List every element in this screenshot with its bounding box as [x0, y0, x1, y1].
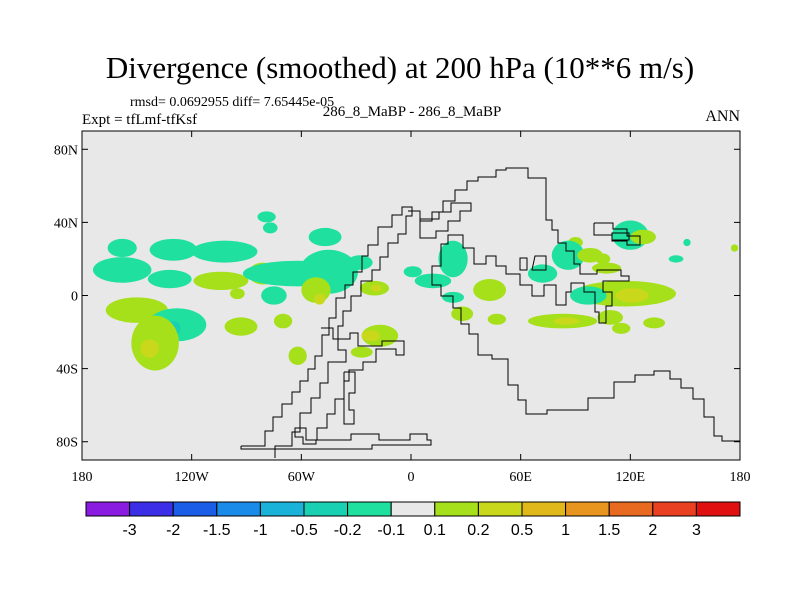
colorbar-swatch	[303, 501, 349, 517]
colorbar-swatch	[347, 501, 392, 517]
contour-region	[591, 262, 622, 274]
y-tick-label: 0	[71, 290, 78, 305]
contour-region	[615, 288, 649, 303]
contour-region	[643, 317, 666, 329]
coastline-se-asia	[519, 257, 528, 271]
coastline-india	[531, 255, 547, 271]
colorbar-swatch	[434, 501, 479, 517]
stats-label: rmsd= 0.0692955 diff= 7.65445e-05	[130, 95, 335, 110]
y-tick-label: 80N	[54, 143, 78, 158]
contour-region	[361, 330, 380, 342]
colorbar-label: -1	[253, 522, 267, 539]
colorbar-label: -1.5	[203, 522, 231, 539]
colorbar-swatch	[652, 501, 697, 517]
y-tick-label: 40S	[56, 363, 78, 378]
x-tick-label: 60E	[509, 470, 532, 485]
contour-region	[630, 229, 656, 245]
contour-region	[262, 222, 278, 234]
coastline-europe-africa	[408, 167, 740, 442]
axis-ticks: 180 120W 60W 0 60E 120E 180 80N 40N 0 40S 80S	[54, 131, 751, 485]
x-tick-label: 180	[72, 470, 93, 485]
contour-region	[370, 284, 382, 292]
contour-region	[257, 211, 276, 223]
contour-region	[595, 253, 611, 265]
contour-region	[230, 288, 245, 300]
contour-region	[730, 244, 739, 252]
contour-region	[224, 317, 258, 336]
contour-region	[273, 313, 293, 329]
x-tick-label: 120E	[616, 470, 646, 485]
colorbar-label: 3	[692, 522, 701, 539]
x-tick-label: 180	[730, 470, 751, 485]
contour-region	[612, 322, 631, 334]
colorbar-label: 0.1	[424, 522, 446, 539]
colorbar-label: 2	[648, 522, 657, 539]
contour-region	[147, 269, 192, 289]
contour-region	[347, 255, 373, 270]
coastline-interior-sea	[419, 202, 472, 239]
coastline-antarctic-peninsula	[343, 371, 356, 425]
contour-region	[527, 264, 558, 283]
x-tick-label: 120W	[175, 470, 210, 485]
coastline-north-america	[241, 206, 413, 458]
colorbar: -3 -2 -1.5 -1 -0.5 -0.2 -0.1 0.1 0.2 0.5 1 1.5 2 3	[85, 501, 741, 539]
contour-region	[107, 238, 137, 258]
contour-region	[149, 238, 198, 261]
colorbar-label: 0.2	[467, 522, 489, 539]
contour-region	[261, 286, 287, 305]
contour-region	[683, 238, 691, 247]
cases-label: 286_8_MaBP - 286_8_MaBP	[322, 104, 502, 120]
contour-region	[570, 286, 607, 305]
contour-region	[193, 271, 249, 291]
contour-region	[288, 346, 307, 365]
colorbar-swatch	[129, 501, 174, 517]
colorbar-label: 1.5	[598, 522, 620, 539]
colorbar-label: -0.1	[377, 522, 405, 539]
contour-region	[597, 310, 624, 325]
colorbar-swatch	[216, 501, 261, 517]
colorbar-label: 1	[561, 522, 570, 539]
colorbar-swatch	[172, 501, 218, 517]
contour-layer	[92, 211, 739, 371]
colorbar-label: -0.5	[290, 522, 318, 539]
contour-region	[403, 266, 422, 278]
contour-region	[414, 273, 452, 289]
colorbar-swatch	[695, 501, 741, 517]
colorbar-swatch	[565, 501, 610, 517]
colorbar-swatch	[521, 501, 567, 517]
contour-region	[487, 313, 507, 325]
colorbar-label: -2	[166, 522, 180, 539]
contour-region	[92, 257, 152, 283]
x-tick-label: 0	[408, 470, 415, 485]
chart-title: Divergence (smoothed) at 200 hPa (10**6 …	[105, 50, 695, 85]
contour-region	[140, 339, 159, 358]
colorbar-label: -3	[122, 522, 136, 539]
season-label: ANN	[705, 108, 740, 125]
colorbar-swatch	[259, 501, 305, 517]
y-tick-label: 80S	[56, 436, 78, 451]
x-tick-label: 60W	[288, 470, 316, 485]
contour-region	[438, 240, 468, 278]
y-tick-label: 40N	[54, 216, 78, 231]
contour-region	[668, 255, 684, 263]
colorbar-swatch	[85, 501, 131, 517]
colorbar-swatch	[608, 501, 654, 517]
experiment-label: Expt = tfLmf-tfKsf	[82, 112, 198, 128]
contour-region	[451, 306, 474, 322]
contour-region	[551, 240, 585, 270]
contour-region	[553, 317, 580, 325]
coastline-south-america	[240, 327, 432, 450]
colorbar-label: -0.2	[334, 522, 362, 539]
coastline-layer	[240, 167, 740, 458]
contour-region	[350, 346, 373, 358]
colorbar-label: 0.5	[511, 522, 533, 539]
contour-region	[308, 227, 342, 247]
colorbar-swatch	[390, 501, 436, 517]
coastline-japan	[611, 232, 630, 241]
colorbar-swatch	[477, 501, 523, 517]
contour-region	[314, 293, 326, 305]
contour-region	[473, 279, 507, 301]
contour-region	[215, 246, 227, 254]
